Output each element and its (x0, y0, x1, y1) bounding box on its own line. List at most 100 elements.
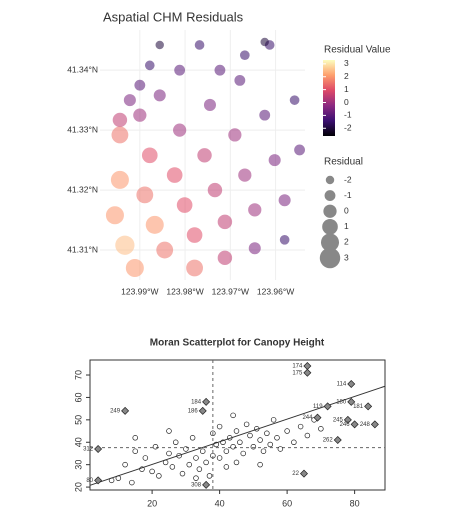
point-label: 181 (353, 404, 364, 410)
influential-point (364, 402, 373, 411)
influential-point (121, 406, 130, 415)
point (267, 441, 273, 448)
point (166, 450, 172, 457)
point (250, 443, 257, 450)
point (291, 439, 297, 446)
residual-point (105, 206, 124, 225)
residual-point (155, 40, 164, 50)
residual-point (145, 215, 164, 234)
point (226, 435, 233, 441)
point (203, 459, 209, 466)
point-label: 308 (191, 482, 202, 488)
point (247, 432, 253, 439)
y-tick-label: 41.32°N (67, 184, 98, 194)
point (237, 439, 243, 446)
point (213, 441, 219, 448)
residual-point (123, 94, 136, 107)
residual-point (111, 126, 129, 144)
residual-point (279, 235, 290, 245)
point-label: 245 (333, 417, 344, 423)
x-tick-label: 80 (350, 498, 360, 508)
size-label: 1 (344, 221, 349, 231)
point (243, 421, 250, 428)
residual-point (207, 182, 223, 198)
point-label: 114 (337, 382, 347, 388)
influential-point (313, 413, 322, 422)
residual-point (289, 95, 300, 105)
point (257, 437, 263, 443)
residual-point (125, 258, 144, 278)
point (223, 464, 230, 470)
y-tick-label: 41.31°N (67, 244, 98, 254)
size-key (319, 247, 341, 269)
residual-point (294, 144, 305, 156)
size-key (324, 190, 336, 202)
residual-point (176, 197, 193, 213)
point-label: 248 (360, 422, 371, 428)
colorbar (323, 60, 335, 136)
residual-point (248, 242, 261, 255)
residual-point (133, 108, 147, 122)
point (183, 446, 189, 452)
point-label: 244 (302, 415, 313, 421)
residual-point (260, 37, 269, 47)
influential-point (202, 397, 211, 406)
plot-frame (89, 359, 386, 491)
point (210, 452, 216, 459)
point (115, 475, 122, 481)
residual-point (174, 64, 186, 76)
residual-point (194, 40, 205, 50)
residual-point (112, 112, 128, 128)
point (189, 435, 196, 441)
point-label: 175 (292, 370, 303, 376)
influential-point (323, 402, 332, 411)
y-tick-label: 41.33°N (67, 124, 98, 134)
point-label: 22 (292, 471, 299, 477)
colorbar-label: 3 (344, 58, 349, 68)
point-label: 80 (86, 478, 93, 484)
point (176, 452, 182, 459)
point (297, 423, 304, 430)
residual-point (186, 227, 203, 243)
x-tick-label: 123.97°W (212, 286, 249, 296)
influential-point (94, 444, 103, 453)
influential-point (202, 480, 211, 489)
residual-point (239, 50, 250, 60)
residual-point (166, 167, 183, 183)
influential-point (333, 436, 342, 445)
y-tick-label: 60 (73, 392, 83, 402)
residual-point (136, 186, 154, 204)
residual-point (156, 241, 174, 259)
size-key (320, 233, 340, 252)
point (152, 443, 159, 450)
influential-point (198, 406, 207, 415)
point (210, 430, 216, 437)
point (129, 479, 135, 486)
point-label: 119 (313, 404, 323, 410)
point (230, 443, 236, 450)
point (149, 468, 155, 475)
residual-point (173, 123, 187, 137)
chart-title: Moran Scatterplot for Canopy Height (150, 338, 325, 349)
point (216, 423, 223, 430)
point (216, 455, 223, 461)
residual-point (141, 147, 158, 164)
residual-point (144, 60, 155, 71)
residual-point (217, 214, 233, 230)
chart-title: Aspatial CHM Residuals (103, 9, 244, 24)
influential-point (370, 420, 379, 429)
point (257, 461, 263, 468)
point (270, 417, 277, 423)
y-tick-label: 50 (73, 415, 83, 425)
size-key (322, 218, 338, 235)
regression-line (89, 385, 386, 486)
x-tick-label: 40 (215, 498, 225, 508)
point (223, 448, 230, 454)
residual-point (134, 79, 146, 91)
size-key (325, 175, 335, 185)
residual-point (110, 170, 129, 189)
point (132, 448, 138, 454)
point (233, 459, 240, 466)
point (260, 448, 267, 454)
residual-point (228, 128, 242, 142)
